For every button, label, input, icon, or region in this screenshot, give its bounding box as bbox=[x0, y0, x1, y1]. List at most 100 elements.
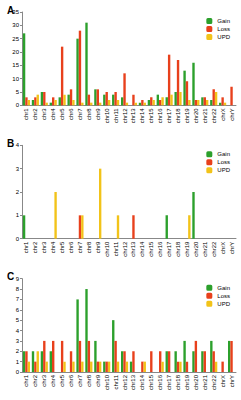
svg-text:Loss: Loss bbox=[217, 26, 230, 32]
svg-text:chr14: chr14 bbox=[139, 108, 145, 124]
svg-text:chr9: chr9 bbox=[95, 108, 101, 120]
svg-text:2: 2 bbox=[16, 348, 20, 354]
svg-text:chr8: chr8 bbox=[86, 374, 92, 386]
svg-text:chr16: chr16 bbox=[157, 108, 163, 124]
svg-text:5: 5 bbox=[16, 89, 20, 95]
svg-text:chr22: chr22 bbox=[211, 374, 217, 390]
svg-text:chrX: chrX bbox=[220, 242, 226, 254]
svg-text:chr3: chr3 bbox=[41, 374, 47, 386]
svg-text:chr15: chr15 bbox=[148, 108, 154, 124]
svg-text:chr2: chr2 bbox=[32, 374, 38, 386]
svg-text:chr18: chr18 bbox=[175, 241, 181, 257]
svg-text:chrY: chrY bbox=[229, 375, 235, 387]
svg-text:3: 3 bbox=[16, 338, 20, 344]
svg-text:chr19: chr19 bbox=[184, 374, 190, 390]
svg-text:10: 10 bbox=[12, 76, 19, 82]
svg-text:7: 7 bbox=[16, 296, 20, 302]
svg-text:chr18: chr18 bbox=[175, 374, 181, 390]
svg-text:C: C bbox=[7, 271, 14, 282]
svg-text:chr9: chr9 bbox=[95, 241, 101, 253]
svg-text:chr5: chr5 bbox=[59, 241, 65, 253]
svg-text:chr21: chr21 bbox=[202, 374, 208, 390]
svg-text:chr11: chr11 bbox=[113, 374, 119, 389]
svg-text:chr13: chr13 bbox=[130, 241, 136, 257]
svg-text:chr15: chr15 bbox=[148, 241, 154, 257]
svg-text:chr3: chr3 bbox=[41, 241, 47, 253]
svg-text:Gain: Gain bbox=[217, 285, 230, 291]
svg-text:chr19: chr19 bbox=[184, 241, 190, 257]
svg-text:Loss: Loss bbox=[217, 159, 230, 165]
svg-text:Loss: Loss bbox=[217, 293, 230, 299]
svg-text:UPD: UPD bbox=[217, 34, 230, 40]
svg-text:0: 0 bbox=[16, 102, 20, 108]
svg-text:chr11: chr11 bbox=[113, 108, 119, 123]
svg-text:25: 25 bbox=[12, 36, 19, 42]
svg-text:chr20: chr20 bbox=[193, 374, 199, 390]
svg-text:chr22: chr22 bbox=[211, 241, 217, 257]
svg-text:chr10: chr10 bbox=[104, 108, 110, 124]
svg-text:chr6: chr6 bbox=[68, 108, 74, 120]
svg-text:chr5: chr5 bbox=[59, 108, 65, 120]
svg-text:30: 30 bbox=[12, 22, 19, 28]
svg-text:chr9: chr9 bbox=[95, 374, 101, 386]
svg-text:chr17: chr17 bbox=[166, 241, 172, 257]
svg-text:chr10: chr10 bbox=[104, 374, 110, 390]
svg-text:chr12: chr12 bbox=[122, 108, 128, 124]
svg-text:chr8: chr8 bbox=[86, 108, 92, 120]
svg-text:chr15: chr15 bbox=[148, 374, 154, 390]
svg-text:chr7: chr7 bbox=[77, 108, 83, 120]
svg-text:chr21: chr21 bbox=[202, 241, 208, 257]
svg-text:chr5: chr5 bbox=[59, 374, 65, 386]
svg-text:chrY: chrY bbox=[229, 242, 235, 254]
svg-text:chrX: chrX bbox=[220, 108, 226, 120]
svg-text:5: 5 bbox=[16, 317, 20, 323]
svg-text:3: 3 bbox=[16, 166, 20, 172]
svg-text:B: B bbox=[7, 138, 14, 149]
svg-text:20: 20 bbox=[12, 49, 19, 55]
svg-text:4: 4 bbox=[16, 142, 20, 148]
svg-text:1: 1 bbox=[16, 359, 20, 365]
svg-text:chr13: chr13 bbox=[130, 108, 136, 124]
svg-text:chr17: chr17 bbox=[166, 374, 172, 390]
svg-text:chr3: chr3 bbox=[41, 108, 47, 120]
svg-text:chr17: chr17 bbox=[166, 108, 172, 124]
svg-text:0: 0 bbox=[16, 236, 20, 242]
svg-text:chr1: chr1 bbox=[23, 374, 29, 386]
svg-text:chr18: chr18 bbox=[175, 108, 181, 124]
svg-text:chr16: chr16 bbox=[157, 374, 163, 390]
svg-text:chr14: chr14 bbox=[139, 374, 145, 390]
svg-text:UPD: UPD bbox=[217, 301, 230, 307]
svg-text:chr21: chr21 bbox=[202, 108, 208, 124]
svg-text:chr8: chr8 bbox=[86, 241, 92, 253]
svg-text:chrX: chrX bbox=[220, 375, 226, 387]
svg-text:chr6: chr6 bbox=[68, 241, 74, 253]
svg-text:chr12: chr12 bbox=[122, 241, 128, 257]
svg-text:15: 15 bbox=[12, 62, 19, 68]
svg-text:0: 0 bbox=[16, 369, 20, 375]
svg-text:chr7: chr7 bbox=[77, 241, 83, 253]
svg-text:chr13: chr13 bbox=[130, 374, 136, 390]
svg-text:chr20: chr20 bbox=[193, 241, 199, 257]
svg-text:chr6: chr6 bbox=[68, 374, 74, 386]
svg-text:chr14: chr14 bbox=[139, 241, 145, 257]
svg-text:chr2: chr2 bbox=[32, 241, 38, 253]
svg-text:9: 9 bbox=[16, 276, 20, 282]
svg-text:chr10: chr10 bbox=[104, 241, 110, 257]
svg-text:4: 4 bbox=[16, 328, 20, 334]
svg-text:chr7: chr7 bbox=[77, 374, 83, 386]
svg-text:Gain: Gain bbox=[217, 18, 230, 24]
svg-text:UPD: UPD bbox=[217, 167, 230, 173]
svg-text:Gain: Gain bbox=[217, 151, 230, 157]
svg-text:chr4: chr4 bbox=[50, 241, 56, 253]
svg-text:chr4: chr4 bbox=[50, 374, 56, 386]
svg-text:chr11: chr11 bbox=[113, 241, 119, 256]
svg-text:chr16: chr16 bbox=[157, 241, 163, 257]
svg-text:1: 1 bbox=[16, 212, 20, 218]
svg-text:chr20: chr20 bbox=[193, 108, 199, 124]
svg-text:chrY: chrY bbox=[229, 108, 235, 120]
svg-text:chr2: chr2 bbox=[32, 108, 38, 120]
svg-text:chr19: chr19 bbox=[184, 108, 190, 124]
svg-text:6: 6 bbox=[16, 307, 20, 313]
svg-text:chr12: chr12 bbox=[122, 374, 128, 390]
svg-text:chr4: chr4 bbox=[50, 108, 56, 120]
